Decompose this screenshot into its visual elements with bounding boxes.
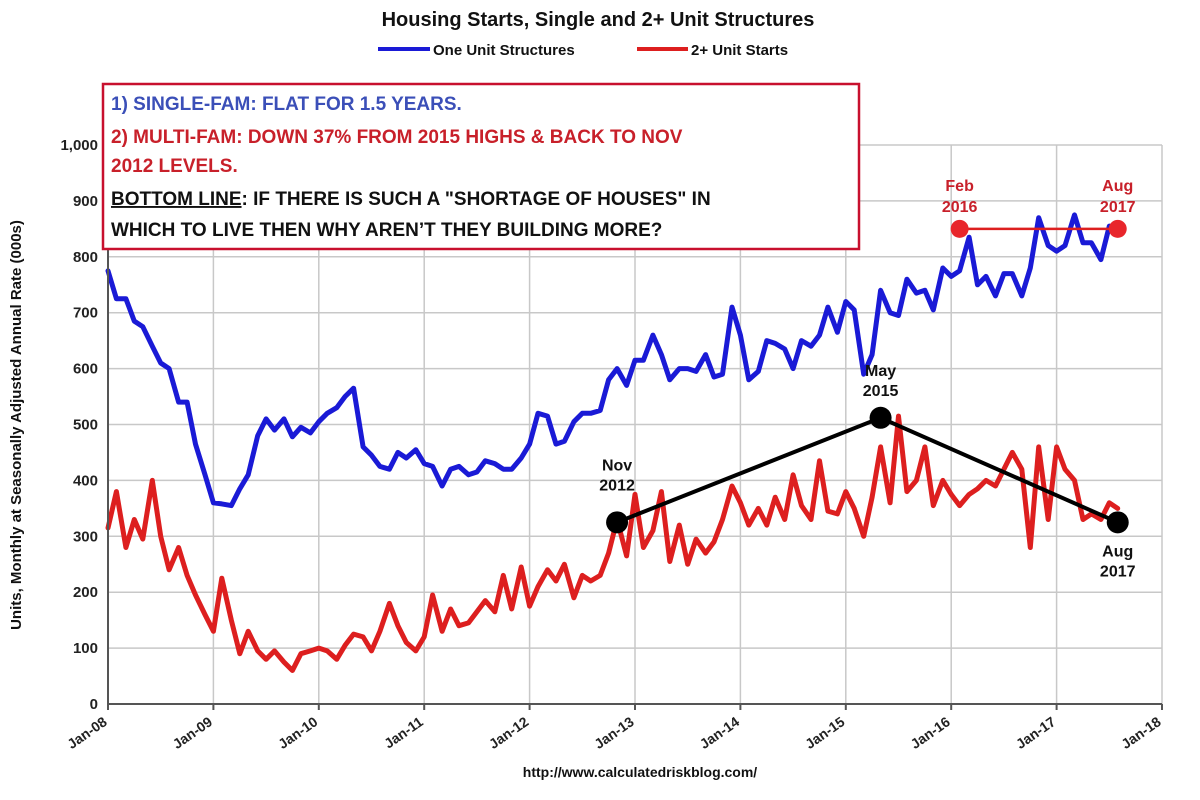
red-marker-label-year: 2017	[1100, 199, 1136, 216]
y-tick-label: 900	[73, 193, 98, 210]
y-tick-label: 800	[73, 249, 98, 266]
annotation-line-bottom-line: BOTTOM LINE: IF THERE IS SUCH A "SHORTAG…	[111, 189, 711, 210]
legend-label-one-unit: One Unit Structures	[433, 42, 575, 59]
x-tick-label: Jan-08	[64, 713, 110, 752]
red-marker-dot	[950, 219, 969, 238]
black-marker-dot	[606, 511, 629, 534]
x-tick-label: Jan-16	[907, 713, 953, 752]
annotation-box-frame	[101, 82, 861, 251]
y-axis-label: Units, Monthly at Seasonally Adjusted An…	[8, 220, 25, 630]
legend: One Unit Structures 2+ Unit Starts	[378, 42, 788, 59]
x-tick-label: Jan-18	[1118, 713, 1164, 752]
y-tick-label: 300	[73, 528, 98, 545]
x-tick-label: Jan-15	[802, 713, 848, 752]
series-lines	[105, 212, 1121, 673]
red-marker-dot	[1108, 219, 1127, 238]
bottom-line-label: BOTTOM LINE	[111, 189, 242, 210]
series-line-one-unit	[105, 212, 1121, 509]
x-tick-label: Jan-12	[486, 713, 532, 752]
x-tick-label: Jan-11	[381, 713, 426, 751]
y-tick-label: 1,000	[60, 137, 98, 154]
annotation-line-multi-fam-cont: 2012 LEVELS.	[111, 156, 238, 177]
x-tick-label: Jan-14	[697, 713, 743, 752]
black-marker-dot	[869, 406, 892, 429]
annotation-line-multi-fam: 2) MULTI-FAM: DOWN 37% FROM 2015 HIGHS &…	[111, 127, 683, 148]
annotation-box: 1) SINGLE-FAM: FLAT FOR 1.5 YEARS. 2) MU…	[101, 82, 861, 251]
series-line-multi-unit	[105, 413, 1121, 673]
y-tick-label: 400	[73, 472, 98, 489]
y-tick-label: 500	[73, 417, 98, 434]
bottom-line-text: : IF THERE IS SUCH A "SHORTAGE OF HOUSES…	[242, 189, 711, 210]
chart-title: Housing Starts, Single and 2+ Unit Struc…	[382, 9, 815, 31]
black-marker-label-year: 2017	[1100, 563, 1136, 580]
annotation-overlays: Feb 2016 Aug 2017 Nov 2012 May 2015 Aug 2017	[599, 178, 1135, 580]
x-tick-label: Jan-17	[1013, 713, 1059, 752]
y-tick-label: 200	[73, 584, 98, 601]
red-marker-label-month: Aug	[1102, 178, 1133, 195]
y-tick-label: 600	[73, 361, 98, 378]
legend-label-multi-unit: 2+ Unit Starts	[691, 42, 788, 59]
source-url: http://www.calculatedriskblog.com/	[523, 764, 758, 780]
x-tick-label: Jan-09	[170, 713, 216, 752]
x-tick-label: Jan-10	[275, 713, 321, 752]
y-tick-label: 0	[90, 696, 98, 713]
x-tick-labels: Jan-08 Jan-09 Jan-10 Jan-11 Jan-12 Jan-13 Jan-…	[64, 713, 1164, 752]
red-marker-label-year: 2016	[942, 199, 978, 216]
black-marker-label-month: May	[865, 363, 896, 380]
annotation-line-bottom-line-cont: WHICH TO LIVE THEN WHY AREN’T THEY BUILD…	[111, 220, 662, 241]
black-marker-label-month: Aug	[1102, 543, 1133, 560]
black-marker-label-month: Nov	[602, 457, 632, 474]
x-tick-label: Jan-13	[591, 713, 637, 752]
red-marker-label-month: Feb	[945, 178, 974, 195]
black-marker-label-year: 2015	[863, 383, 899, 400]
y-tick-label: 100	[73, 640, 98, 657]
y-tick-labels: 0 100 200 300 400 500 600 700 800 900 1,000	[60, 137, 98, 713]
black-marker-label-year: 2012	[599, 477, 635, 494]
black-marker-dot	[1106, 511, 1129, 534]
annotation-line-single-fam: 1) SINGLE-FAM: FLAT FOR 1.5 YEARS.	[111, 94, 462, 115]
y-tick-label: 700	[73, 305, 98, 322]
